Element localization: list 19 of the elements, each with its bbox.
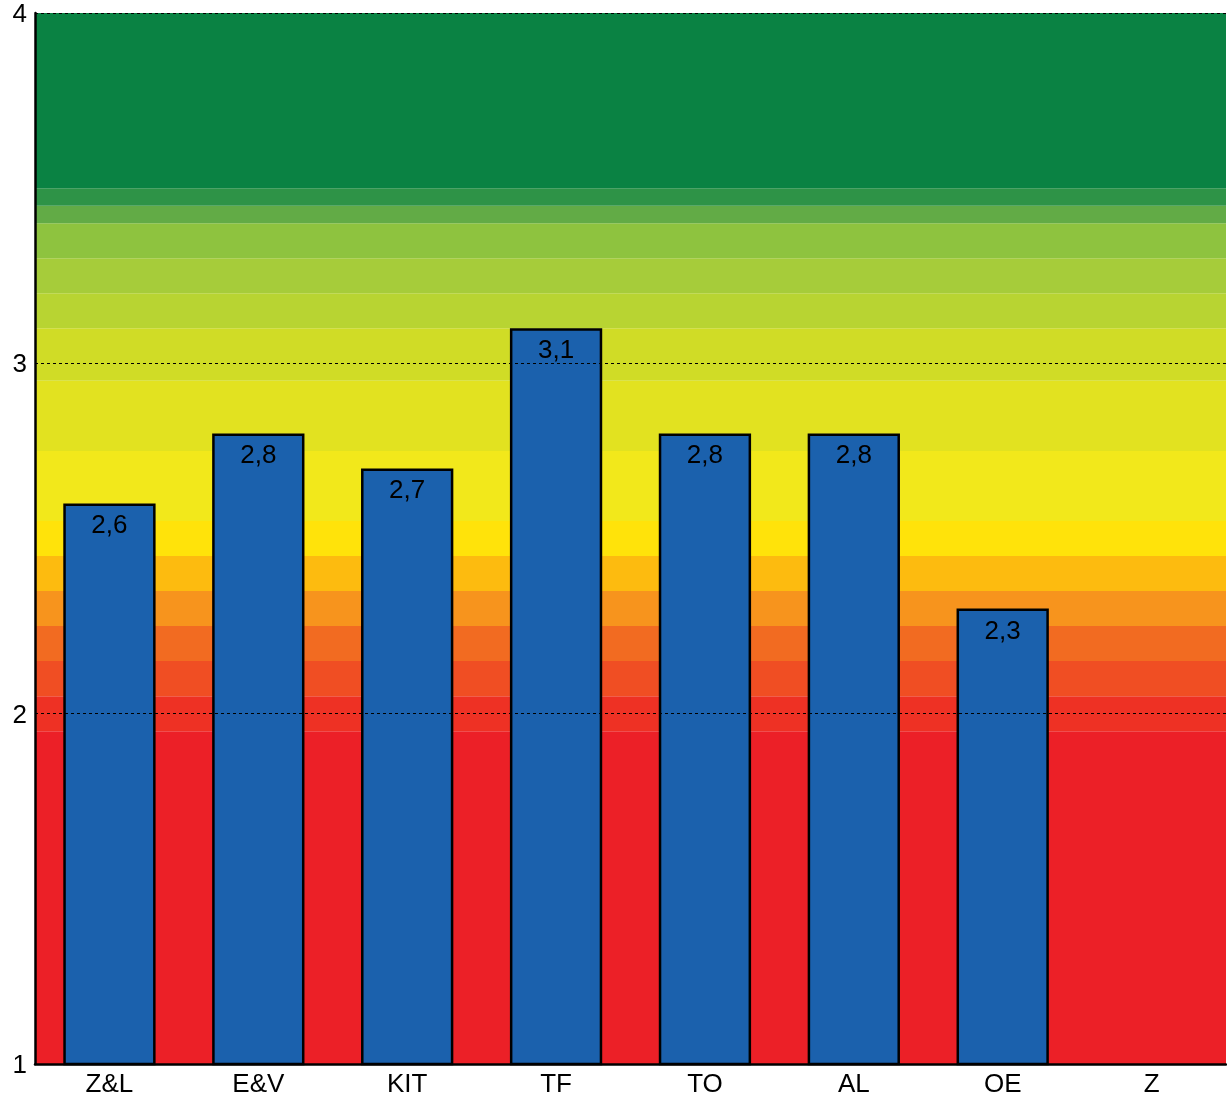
y-tick-label: 3 bbox=[12, 348, 27, 379]
x-tick-label: TO bbox=[687, 1068, 723, 1098]
x-tick-label: OE bbox=[983, 1068, 1022, 1098]
data-label: 3,1 bbox=[537, 334, 575, 365]
x-tick-label: Z bbox=[1143, 1068, 1160, 1098]
x-tick-label: Z&L bbox=[85, 1068, 134, 1098]
x-tick-label: KIT bbox=[386, 1068, 428, 1098]
data-label: 2,8 bbox=[686, 439, 724, 470]
data-label: 2,7 bbox=[389, 474, 426, 505]
data-label: 2,8 bbox=[835, 439, 872, 470]
y-tick-label: 4 bbox=[12, 0, 27, 28]
y-tick-label: 1 bbox=[12, 1049, 27, 1079]
data-label: 2,6 bbox=[91, 509, 128, 540]
x-tick-label: E&V bbox=[232, 1068, 285, 1098]
x-tick-label: AL bbox=[837, 1068, 870, 1098]
data-label: 2,3 bbox=[984, 614, 1021, 645]
x-tick-label: TF bbox=[540, 1068, 572, 1098]
y-tick-label: 2 bbox=[12, 698, 27, 729]
data-label: 2,8 bbox=[240, 439, 277, 470]
